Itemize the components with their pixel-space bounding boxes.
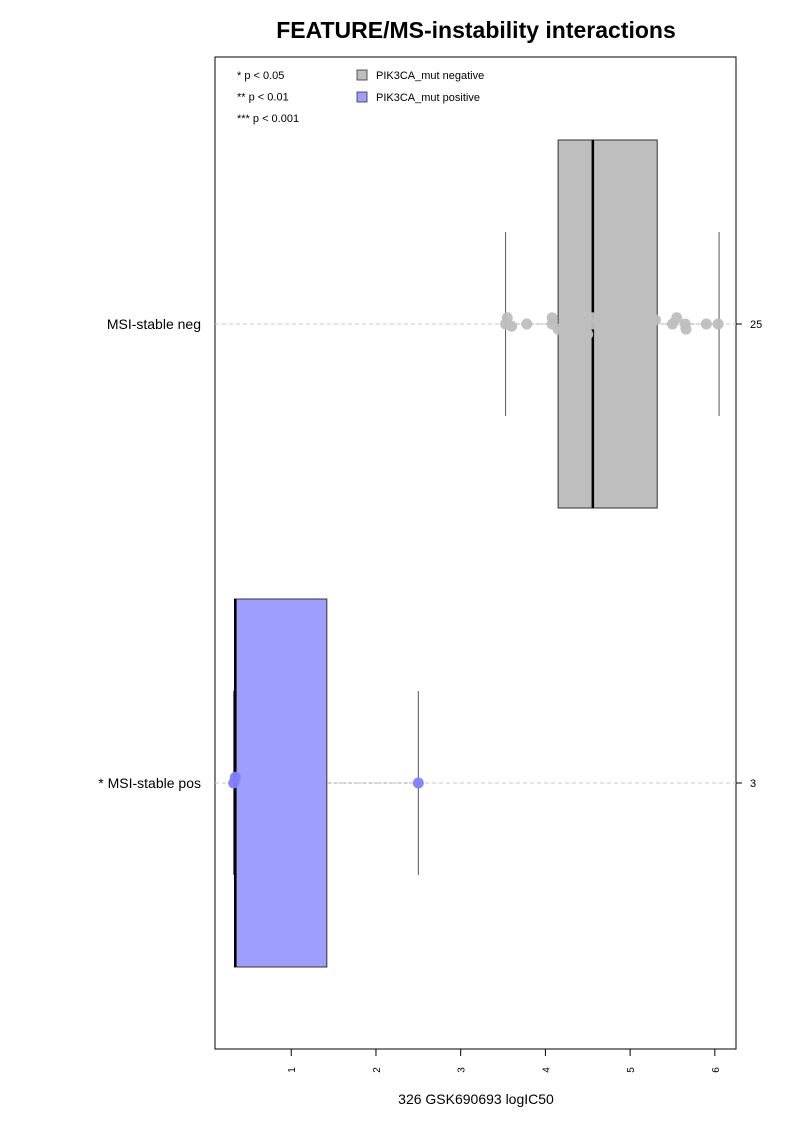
data-point [587, 318, 599, 330]
data-point [712, 318, 724, 330]
significance-legend-item: * p < 0.05 [237, 70, 284, 82]
group-labels: MSI-stable neg 25 * MSI-stable pos 3 [98, 316, 762, 791]
data-point [700, 318, 712, 330]
x-tick-label: 4 [541, 1067, 552, 1073]
x-tick-label: 5 [626, 1067, 637, 1073]
legend-swatch [356, 69, 368, 81]
x-axis-label: 326 GSK690693 logIC50 [398, 1091, 554, 1107]
legend-label: PIK3CA_mut negative [376, 70, 484, 82]
data-point [680, 323, 692, 335]
significance-legend-item: *** p < 0.001 [237, 113, 299, 125]
data-point [599, 318, 611, 330]
box [233, 598, 328, 968]
legend-swatch [356, 91, 368, 103]
data-point [552, 323, 564, 335]
data-point [650, 314, 662, 326]
x-tick-label: 1 [287, 1067, 298, 1073]
group-count: 3 [750, 778, 756, 790]
group-label: * MSI-stable pos [98, 775, 201, 791]
point-layer [228, 307, 724, 789]
data-point [228, 777, 240, 789]
data-point [671, 312, 683, 324]
box-layer [233, 139, 720, 968]
significance-legend-item: ** p < 0.01 [237, 92, 289, 104]
group-count: 25 [750, 319, 762, 331]
group-label: MSI-stable neg [107, 316, 201, 332]
data-point [582, 328, 594, 340]
data-point [506, 320, 518, 332]
data-point [628, 318, 640, 330]
legend-label: PIK3CA_mut positive [376, 92, 480, 104]
plot-frame [214, 56, 737, 1050]
x-tick-label: 2 [372, 1067, 383, 1073]
x-tick-label: 6 [711, 1067, 722, 1073]
chart-title: FEATURE/MS-instability interactions [276, 17, 676, 43]
legend: * p < 0.05 ** p < 0.01 *** p < 0.001 PIK3CA… [237, 69, 484, 125]
data-point [521, 318, 533, 330]
x-axis: 1 2 3 4 5 6 [287, 1049, 722, 1073]
x-tick-label: 3 [457, 1067, 468, 1073]
data-point [575, 307, 587, 319]
data-point [412, 777, 424, 789]
